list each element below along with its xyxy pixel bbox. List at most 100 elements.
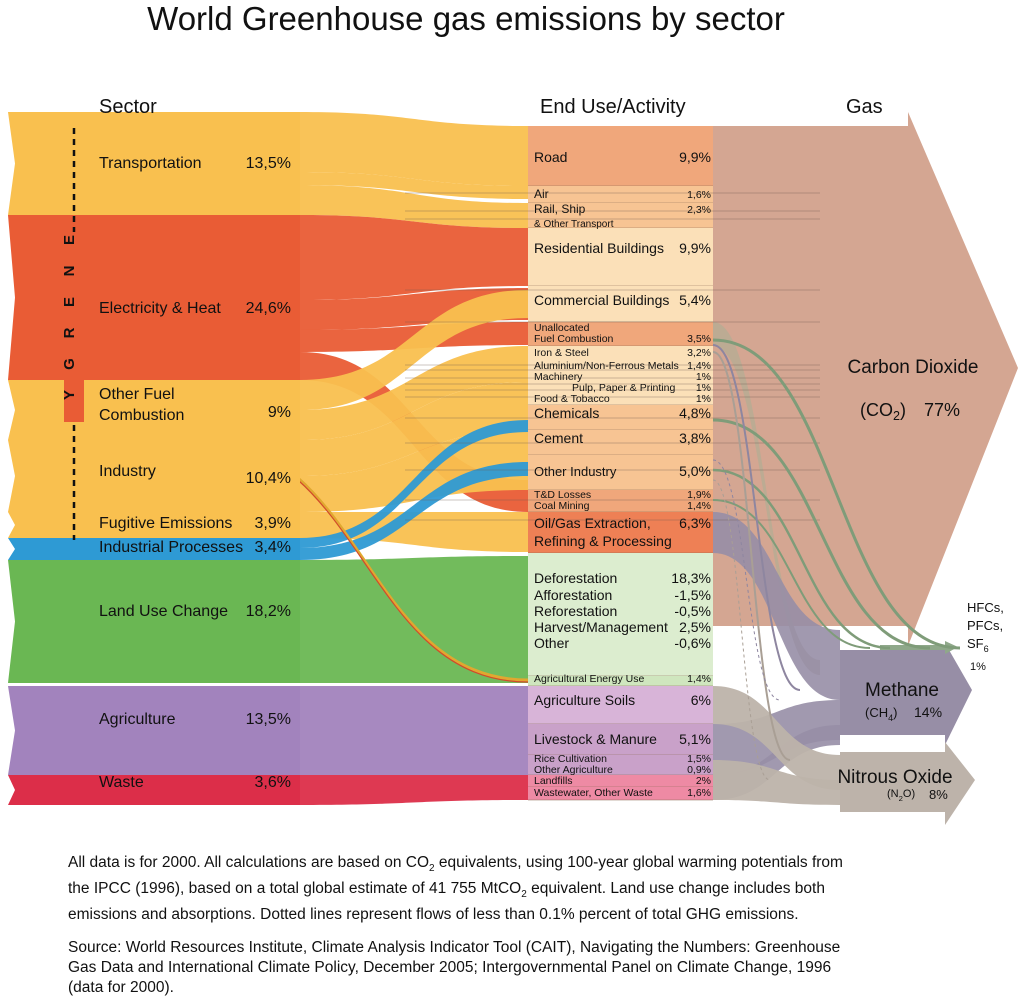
sector-label-industry: Industry bbox=[99, 463, 156, 480]
energy-label-letter: E bbox=[61, 297, 78, 307]
end-use-value-pulp-paper: 1% bbox=[696, 382, 711, 394]
sector-label-industrial-processes: Industrial Processes bbox=[99, 539, 243, 556]
end-use-value-reforestation: -0,5% bbox=[674, 603, 711, 619]
end-use-value-chemicals: 4,8% bbox=[679, 405, 711, 421]
gas-label-sf6: SF6 bbox=[967, 636, 989, 654]
sector-value-industrial-processes: 3,4% bbox=[255, 539, 291, 556]
flow-waste bbox=[300, 775, 528, 805]
end-use-value-road: 9,9% bbox=[679, 149, 711, 165]
gas-name-co2: Carbon Dioxide bbox=[848, 357, 979, 378]
sector-label-waste: Waste bbox=[99, 774, 144, 791]
gas-label-pfcs: PFCs, bbox=[967, 618, 1003, 633]
sector-block-industry bbox=[8, 440, 300, 512]
end-use-label-oil-gas-1: Oil/Gas Extraction, bbox=[534, 515, 651, 531]
gas-value-fgases: 1% bbox=[970, 661, 986, 673]
sector-value-agriculture: 13,5% bbox=[246, 711, 291, 728]
sector-blocks bbox=[8, 112, 300, 805]
header-end-use: End Use/Activity bbox=[540, 96, 686, 118]
end-use-value-deforestation: 18,3% bbox=[671, 570, 711, 586]
end-use-label-agri-soils: Agriculture Soils bbox=[534, 692, 635, 708]
flow-agriculture bbox=[300, 686, 528, 775]
gas-formula-n2o: (N2O) bbox=[887, 788, 915, 803]
end-use-value-agri-soils: 6% bbox=[691, 692, 711, 708]
end-use-label-other-agri: Other Agriculture bbox=[534, 764, 613, 776]
gas-formula-ch4: (CH4) bbox=[865, 705, 898, 723]
end-use-value-food-tobacco: 1% bbox=[696, 393, 711, 405]
end-use-label-td-losses: T&D Losses bbox=[534, 489, 591, 501]
sector-block-waste bbox=[8, 775, 300, 805]
sector-block-agriculture bbox=[8, 686, 300, 775]
end-use-label-food-tobacco: Food & Tobacco bbox=[534, 393, 610, 405]
gas-name-ch4: Methane bbox=[865, 680, 939, 701]
gas-arrow-n2o bbox=[840, 742, 975, 825]
end-use-label-reforestation: Reforestation bbox=[534, 603, 617, 619]
sector-block-transportation bbox=[8, 112, 300, 215]
end-use-box-agri-energy bbox=[528, 676, 713, 686]
flow-rail-ship bbox=[300, 185, 528, 228]
end-use-label-rice: Rice Cultivation bbox=[534, 753, 607, 765]
sector-value-transportation: 13,5% bbox=[246, 155, 291, 172]
end-use-box-road bbox=[528, 126, 713, 186]
gas-name-n2o: Nitrous Oxide bbox=[837, 767, 952, 788]
end-use-label-pulp-paper: Pulp, Paper & Printing bbox=[572, 382, 675, 394]
flow-oil-gas-to-methane bbox=[713, 512, 840, 700]
end-use-label-iron-steel: Iron & Steel bbox=[534, 347, 589, 359]
footnote-methodology: All data is for 2000. All calculations a… bbox=[68, 854, 843, 924]
end-use-label-chemicals: Chemicals bbox=[534, 405, 599, 421]
gas-value-n2o: 8% bbox=[929, 787, 948, 802]
n2o-flow-line bbox=[712, 351, 791, 761]
end-use-value-livestock: 5,1% bbox=[679, 731, 711, 747]
flow-fugitive bbox=[300, 512, 528, 552]
end-use-box-landfills bbox=[528, 775, 713, 787]
sector-label-transportation: Transportation bbox=[99, 155, 202, 172]
end-use-box-unallocated bbox=[528, 322, 713, 346]
gas-flow-lines bbox=[405, 192, 961, 781]
flow-other-fuel-industry bbox=[300, 346, 528, 440]
end-use-label-air: Air bbox=[534, 187, 549, 201]
end-use-box-agri-soils bbox=[528, 686, 713, 724]
end-use-box-cement bbox=[528, 430, 713, 455]
sector-value-industry: 10,4% bbox=[246, 470, 291, 487]
sector-block-industrial-processes bbox=[8, 538, 300, 560]
end-use-box-land-use bbox=[528, 553, 713, 676]
end-use-label-other-industry: Other Industry bbox=[534, 464, 617, 479]
end-use-label-unallocated: Unallocated bbox=[534, 322, 590, 334]
end-use-label-fuel-combustion: Fuel Combustion bbox=[534, 333, 614, 345]
footnote-source: Source: World Resources Institute, Clima… bbox=[68, 939, 841, 996]
sector-block-electricity-heat bbox=[8, 215, 300, 380]
energy-label-letter: N bbox=[61, 266, 78, 277]
end-use-label-residential-buildings: Residential Buildings bbox=[534, 240, 664, 256]
end-use-value-other-luc: -0,6% bbox=[674, 635, 711, 651]
end-use-label-cement: Cement bbox=[534, 430, 583, 446]
end-use-value-machinery: 1% bbox=[696, 371, 711, 383]
sector-label-electricity-heat: Electricity & Heat bbox=[99, 300, 221, 317]
sector-value-land-use-change: 18,2% bbox=[246, 603, 291, 620]
energy-label-letter: G bbox=[61, 358, 78, 370]
fgas-flow-line bbox=[712, 499, 871, 649]
end-use-value-oil-gas-1: 6,3% bbox=[679, 515, 711, 531]
sector-label-agriculture: Agriculture bbox=[99, 711, 176, 728]
flow-other-to-n2o bbox=[713, 760, 840, 805]
end-use-box-residential bbox=[528, 228, 713, 286]
end-use-value-fuel-combustion: 3,5% bbox=[687, 333, 711, 345]
flow-road bbox=[300, 112, 528, 186]
gas-value-ch4: 14% bbox=[914, 704, 942, 720]
ch4-flow-line bbox=[712, 459, 781, 701]
flow-layer bbox=[199, 112, 529, 805]
end-use-value-commercial-buildings: 5,4% bbox=[679, 292, 711, 308]
end-use-box-manufacturing bbox=[528, 346, 713, 405]
end-use-box-rice-other bbox=[528, 755, 713, 775]
energy-label-letter: R bbox=[61, 327, 78, 338]
end-use-box-rail-ship bbox=[528, 203, 713, 228]
end-use-value-other-industry: 5,0% bbox=[679, 463, 711, 479]
end-use-label-livestock: Livestock & Manure bbox=[534, 731, 657, 747]
n2o-flow-line bbox=[712, 479, 771, 781]
end-use-value-iron-steel: 3,2% bbox=[687, 347, 711, 359]
header-sector: Sector bbox=[99, 96, 157, 118]
ch4-flow-line bbox=[712, 344, 801, 691]
end-use-label-harvest: Harvest/Management bbox=[534, 619, 668, 635]
flow-industry-other bbox=[300, 430, 528, 512]
gas-value-co2: 77% bbox=[924, 400, 960, 420]
end-use-label-other-luc: Other bbox=[534, 635, 569, 651]
gas-arrow-ch4 bbox=[840, 643, 972, 745]
